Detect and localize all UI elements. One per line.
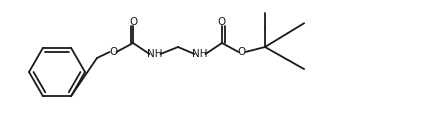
Text: O: O <box>218 17 226 27</box>
Text: NH: NH <box>192 49 208 59</box>
Text: O: O <box>109 47 117 57</box>
Text: NH: NH <box>147 49 163 59</box>
Text: O: O <box>129 17 137 27</box>
Text: O: O <box>238 47 246 57</box>
